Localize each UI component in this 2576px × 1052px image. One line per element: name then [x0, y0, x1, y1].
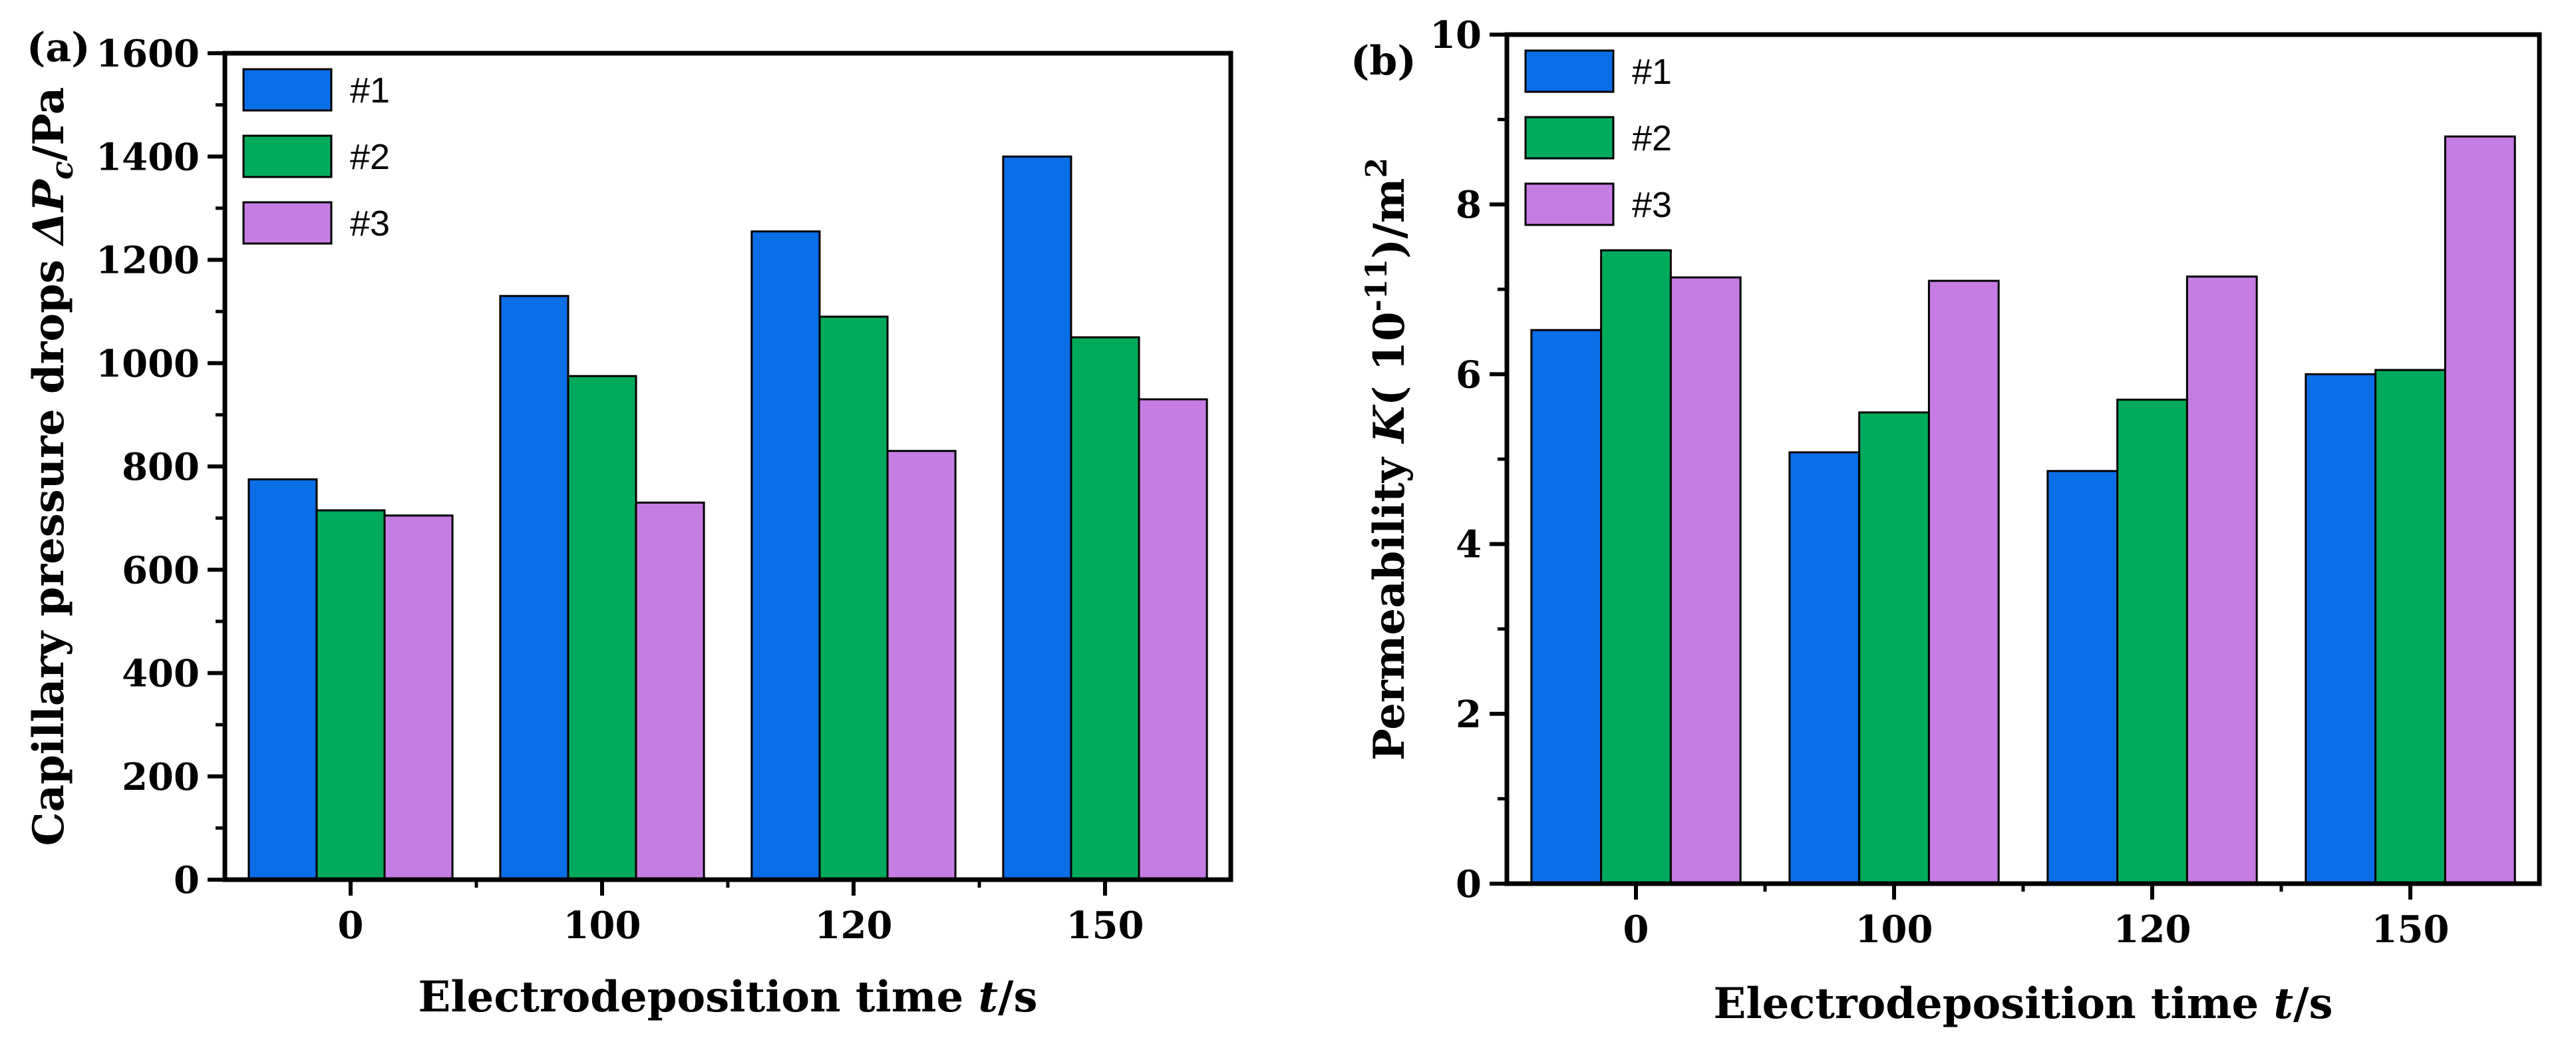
y-tick-label: 1600	[96, 32, 200, 76]
bar-s1-100	[499, 295, 569, 881]
y-tick-label: 6	[1456, 353, 1482, 397]
y-axis-title: Permeability K( 10-11)/m2	[1360, 158, 1414, 761]
bar-s2-120	[818, 315, 889, 881]
y-tick-label: 4	[1456, 523, 1482, 567]
bar-s2-150	[1070, 336, 1140, 881]
x-tick-label: 100	[564, 904, 641, 948]
panel-label: (a)	[27, 25, 90, 71]
y-tick-label: 1000	[96, 342, 200, 386]
legend-label-s3: #3	[1632, 185, 1672, 225]
legend-swatch-s3	[242, 201, 333, 245]
bar-s3-0	[1669, 276, 1742, 885]
y-tick-label: 2	[1456, 693, 1482, 737]
bar-s3-100	[1927, 279, 2000, 885]
bar-s3-150	[2444, 135, 2516, 885]
x-tick-label: 150	[2372, 908, 2450, 952]
legend-label-s2: #2	[350, 137, 390, 177]
y-tick-label: 400	[122, 652, 200, 696]
y-axis-title: Capillary pressure drops ΔPc/Pa	[24, 87, 80, 846]
bar-s2-0	[1600, 249, 1672, 885]
legend-swatch-s1	[1524, 49, 1615, 93]
x-tick-label: 150	[1066, 904, 1144, 948]
bar-s1-0	[1530, 329, 1603, 885]
bar-s2-0	[315, 509, 386, 881]
x-axis-title: Electrodeposition time t/s	[418, 972, 1038, 1022]
panel-label: (b)	[1351, 38, 1416, 85]
bar-s1-120	[2046, 470, 2119, 885]
bar-s1-150	[2305, 373, 2377, 885]
bar-s2-150	[2374, 369, 2446, 885]
legend-swatch-s3	[1524, 182, 1615, 226]
legend-label-s1: #1	[350, 71, 390, 110]
y-tick-label: 800	[122, 445, 200, 489]
legend-label-s1: #1	[1632, 52, 1672, 92]
legend-label-s3: #3	[350, 204, 390, 244]
x-tick-label: 0	[1623, 908, 1649, 952]
y-tick-label: 600	[122, 548, 200, 592]
bar-s2-100	[1858, 411, 1930, 885]
legend-swatch-s2	[1524, 116, 1615, 160]
y-tick-label: 0	[1456, 862, 1482, 906]
x-axis-title: Electrodeposition time t/s	[1714, 979, 2333, 1029]
bar-s3-120	[2185, 275, 2258, 885]
bar-s3-150	[1138, 398, 1208, 881]
y-tick-label: 1200	[96, 239, 200, 283]
bar-s2-120	[2116, 399, 2188, 885]
legend-swatch-s2	[242, 134, 333, 178]
x-tick-label: 120	[2114, 908, 2191, 952]
chart-panel-a: 0 200 400 600 800 1000 1200 1400 1600 0 100 120 150 (…	[24, 25, 1233, 1022]
bar-s1-150	[1002, 155, 1072, 881]
legend-label-s2: #2	[1632, 118, 1672, 158]
bar-s1-0	[247, 478, 318, 881]
y-tick-label: 10	[1430, 13, 1482, 57]
x-tick-label: 0	[338, 904, 364, 948]
bar-s2-100	[567, 375, 637, 881]
y-tick-label: 200	[122, 755, 200, 799]
y-tick-label: 1400	[96, 135, 200, 179]
bar-s1-120	[750, 230, 821, 881]
x-tick-label: 120	[815, 904, 893, 948]
bar-s1-100	[1788, 451, 1861, 885]
bar-s3-100	[635, 501, 705, 881]
legend-swatch-s1	[242, 68, 333, 112]
y-tick-label: 8	[1456, 183, 1482, 227]
x-tick-label: 100	[1855, 908, 1933, 952]
bar-s3-0	[383, 514, 454, 881]
bar-s3-120	[886, 450, 957, 881]
y-tick-label: 0	[174, 858, 200, 902]
